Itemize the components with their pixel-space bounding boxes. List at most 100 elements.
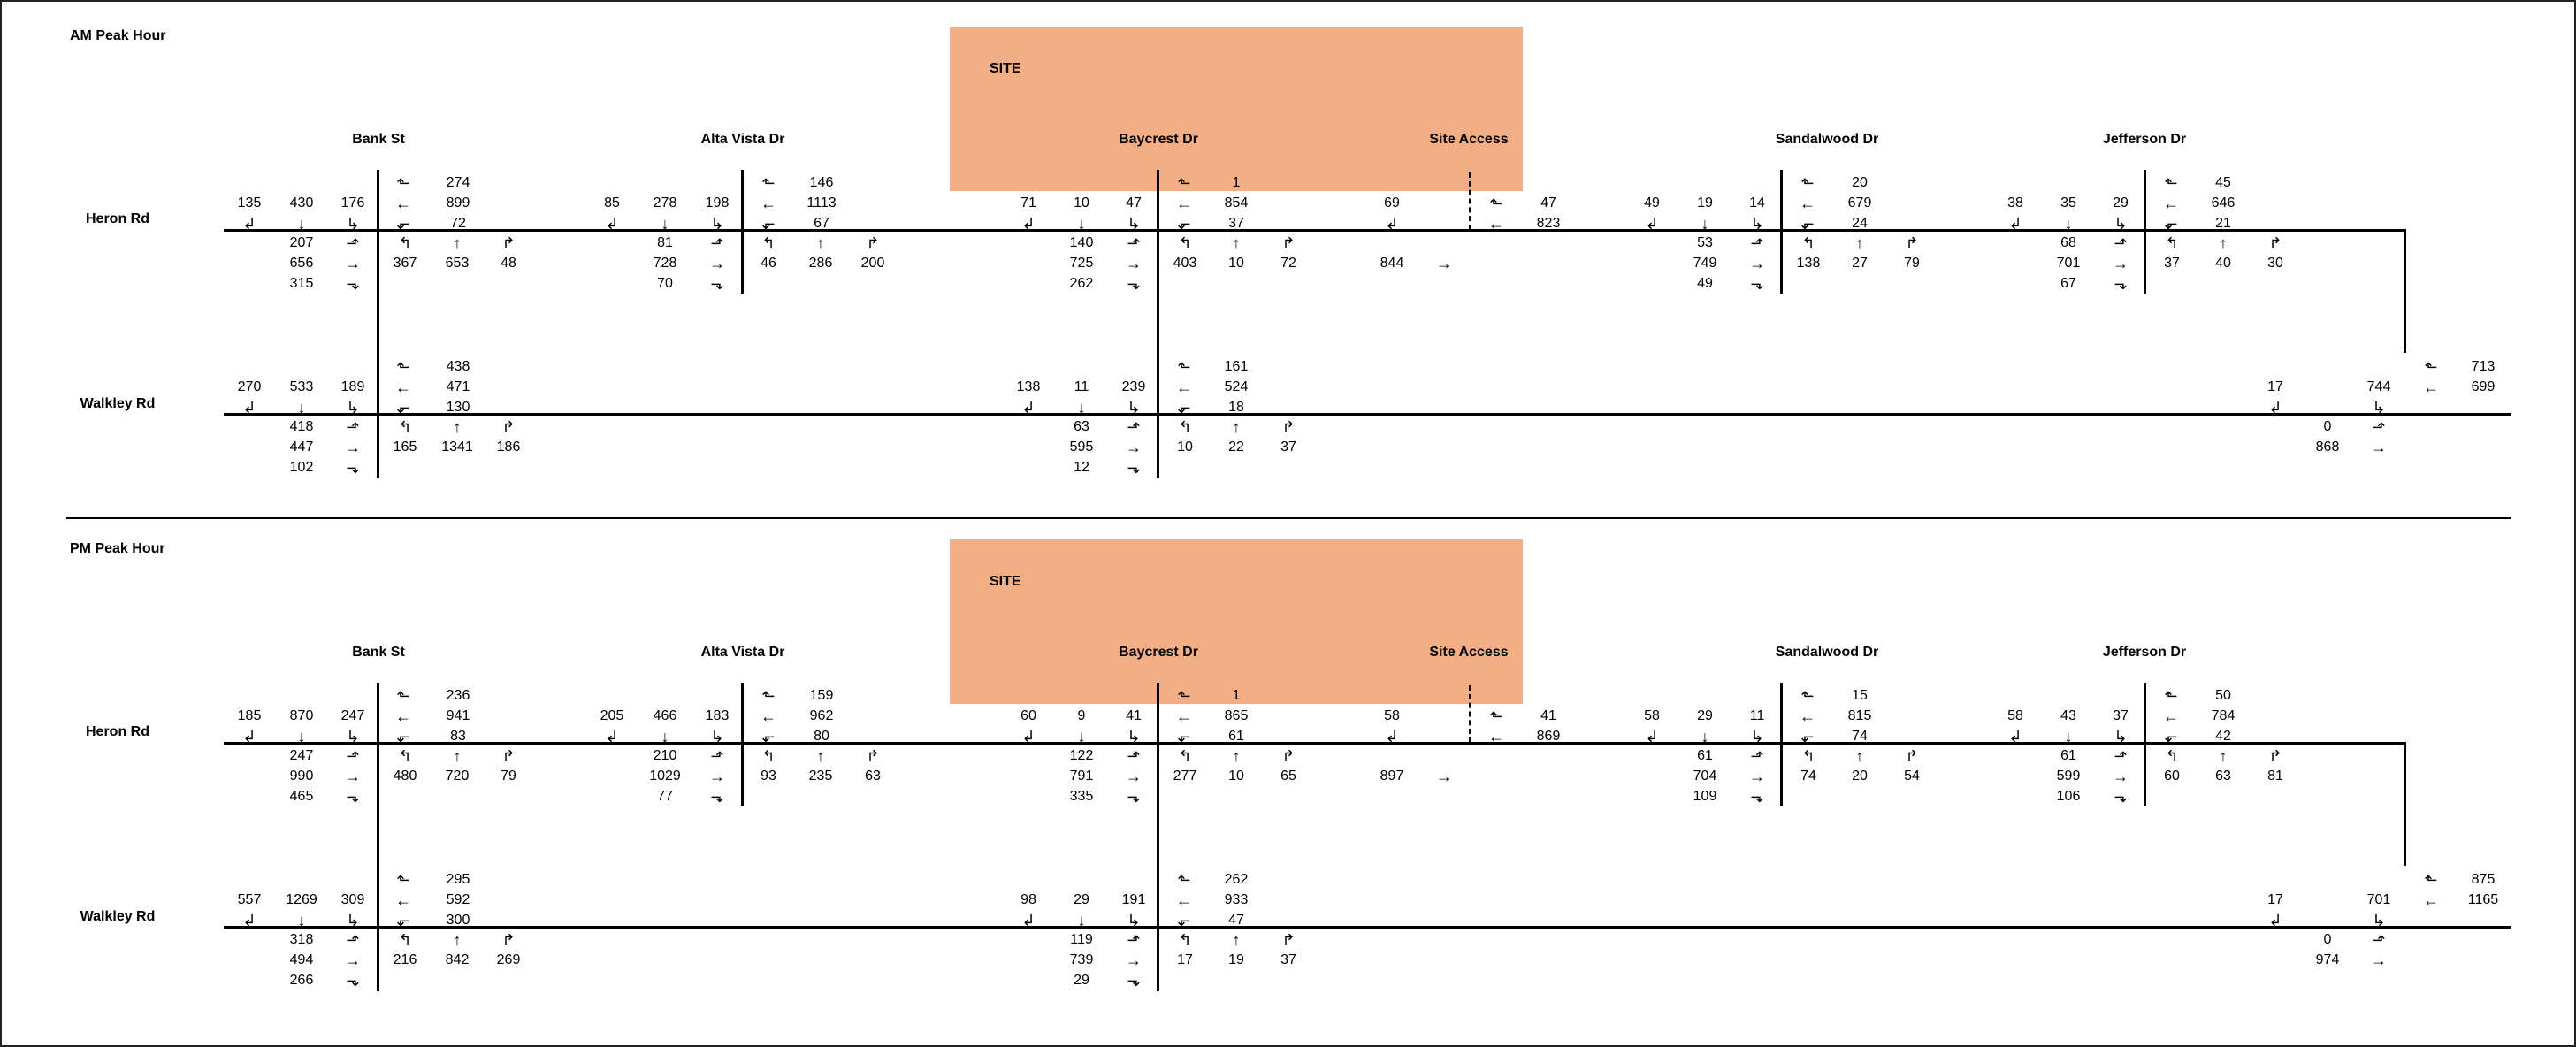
heron-sandalwood-wb-arrow: ← [1800, 707, 1815, 725]
road-label-walkley: Walkley Rd [80, 909, 156, 924]
walkley-bank-wb-arrow: ← [395, 378, 411, 396]
heron-alta-nb-arrow: ↰ [761, 234, 776, 252]
heron-baycrest-sb-vol: 9 [1077, 708, 1086, 723]
heron-site-sb-vol: 58 [1384, 708, 1400, 723]
walkley-bank-nb-vol: 216 [393, 952, 417, 967]
heron-baycrest-wb-arrow: ⬑ [1177, 687, 1191, 705]
walkley-bank-wb-arrow: ⬐ [396, 399, 410, 417]
heron-alta-eb-arrow: ⬏ [710, 747, 724, 765]
walkley-east-wb-arrow: ← [2423, 378, 2439, 396]
heron-baycrest-nb-vol: 10 [1228, 768, 1244, 783]
walkley-baycrest-eb-vol: 119 [1070, 932, 1093, 947]
heron-bank-wb-arrow: ← [395, 195, 411, 212]
heron-site-eb-vol: 897 [1380, 768, 1404, 783]
heron-baycrest-eb-vol: 122 [1069, 748, 1094, 763]
heron-jefferson-nb-vol: 81 [2267, 768, 2283, 783]
heron-sandalwood-eb-vol: 53 [1697, 235, 1713, 250]
heron-jefferson-wb-arrow: ← [2163, 195, 2179, 212]
heron-sandalwood-wb-arrow: ⬐ [1800, 728, 1815, 745]
site-access-line [1469, 172, 1471, 230]
walkley-bank-wb-vol: 438 [446, 359, 470, 374]
heron-site-wb-arrow: ⬑ [1489, 195, 1503, 212]
heron-alta-eb-vol: 70 [657, 276, 673, 291]
street-label-bank: Bank St [352, 645, 405, 660]
heron-sandalwood-sb-vol: 19 [1697, 195, 1713, 210]
heron-sandalwood-nb-arrow: ↑ [1855, 234, 1864, 252]
walkley-bank-eb-arrow: ⬏ [346, 931, 360, 949]
walkley-bank-sb-vol: 189 [340, 379, 365, 394]
walkley-east-sb-vol: 744 [2366, 379, 2391, 394]
heron-baycrest-nb-vol: 65 [1280, 768, 1296, 783]
heron-alta-eb-arrow: → [709, 255, 725, 272]
walkley-bank-nb-arrow: ↱ [501, 418, 516, 436]
heron-baycrest-eb-arrow: ⬎ [1127, 275, 1141, 293]
heron-bank-wb-vol: 236 [446, 688, 470, 703]
heron-alta-sb-arrow: ↳ [710, 728, 724, 745]
heron-sandalwood-nb-arrow: ↰ [1801, 234, 1815, 252]
heron-alta-sb-vol: 466 [653, 708, 677, 723]
walkley-baycrest-nb-arrow: ↑ [1232, 931, 1241, 949]
walkley-bank-wb-arrow: ⬑ [396, 871, 410, 889]
street-label-alta-vista: Alta Vista Dr [700, 645, 785, 660]
heron-alta-sb-vol: 205 [600, 708, 624, 723]
walkley-east-eb-arrow: → [2371, 439, 2387, 456]
heron-site-wb-vol: 823 [1536, 216, 1561, 231]
heron-baycrest-eb-arrow: ⬏ [1127, 747, 1141, 765]
walkley-bank-sb-vol: 309 [340, 892, 365, 907]
heron-jefferson-eb-vol: 67 [2060, 276, 2076, 291]
heron-jefferson-sb-vol: 29 [2113, 195, 2129, 210]
heron-baycrest-nb-arrow: ↰ [1178, 234, 1192, 252]
heron-site-wb-vol: 869 [1536, 729, 1561, 744]
walkley-east-wb-arrow: ⬑ [2424, 871, 2438, 889]
walkley-baycrest-sb-arrow: ↳ [1127, 399, 1141, 417]
heron-alta-eb-vol: 81 [657, 235, 673, 250]
heron-alta-nb-arrow: ↱ [866, 234, 880, 252]
walkley-baycrest-eb-arrow: ⬏ [1127, 931, 1141, 949]
heron-alta-wb-vol: 146 [809, 175, 834, 190]
site-label: SITE [990, 574, 1021, 589]
walkley-bank-nb-arrow: ↰ [398, 931, 412, 949]
jefferson-line [2144, 683, 2146, 806]
heron-sandalwood-eb-vol: 749 [1693, 256, 1717, 271]
heron-bank-nb-arrow: ↰ [398, 234, 412, 252]
walkley-baycrest-nb-arrow: ↰ [1178, 931, 1192, 949]
walkley-baycrest-sb-arrow: ↳ [1127, 912, 1141, 929]
heron-road-east-line [2404, 742, 2406, 866]
heron-bank-wb-vol: 941 [446, 708, 470, 723]
heron-site-wb-vol: 47 [1540, 195, 1556, 210]
walkley-baycrest-wb-arrow: ← [1176, 891, 1192, 909]
heron-sandalwood-wb-vol: 20 [1852, 175, 1868, 190]
heron-sandalwood-eb-vol: 61 [1697, 748, 1713, 763]
heron-sandalwood-sb-vol: 58 [1644, 708, 1660, 723]
heron-baycrest-sb-vol: 47 [1126, 195, 1142, 210]
walkley-baycrest-eb-arrow: ⬏ [1127, 418, 1141, 436]
heron-baycrest-wb-arrow: ← [1176, 707, 1192, 725]
heron-jefferson-eb-vol: 61 [2060, 748, 2076, 763]
heron-bank-sb-arrow: ↓ [297, 215, 306, 233]
heron-jefferson-nb-arrow: ↑ [2219, 234, 2228, 252]
heron-baycrest-eb-arrow: ⬎ [1127, 788, 1141, 806]
walkley-baycrest-wb-vol: 18 [1228, 400, 1244, 415]
heron-baycrest-nb-arrow: ↑ [1232, 747, 1241, 765]
heron-bank-sb-vol: 176 [340, 195, 365, 210]
sandalwood-line [1780, 170, 1783, 294]
heron-jefferson-sb-vol: 37 [2113, 708, 2129, 723]
heron-sandalwood-wb-vol: 15 [1852, 688, 1868, 703]
heron-sandalwood-wb-arrow: ⬐ [1800, 215, 1815, 233]
heron-baycrest-nb-arrow: ↰ [1178, 747, 1192, 765]
heron-baycrest-nb-vol: 403 [1173, 256, 1197, 271]
heron-jefferson-wb-vol: 50 [2215, 688, 2231, 703]
heron-bank-sb-vol: 870 [289, 708, 314, 723]
heron-baycrest-sb-arrow: ↓ [1077, 215, 1086, 233]
heron-bank-sb-arrow: ↓ [297, 728, 306, 745]
heron-bank-wb-arrow: ⬑ [396, 687, 410, 705]
walkley-east-eb-vol: 0 [2323, 932, 2332, 947]
heron-jefferson-nb-vol: 30 [2267, 256, 2283, 271]
walkley-baycrest-eb-arrow: ⬎ [1127, 972, 1141, 990]
heron-site-sb-vol: 69 [1384, 195, 1400, 210]
walkley-east-wb-vol: 875 [2471, 872, 2496, 887]
walkley-baycrest-wb-arrow: ⬐ [1177, 399, 1191, 417]
heron-jefferson-eb-vol: 701 [2056, 256, 2081, 271]
heron-baycrest-sb-vol: 10 [1074, 195, 1089, 210]
heron-sandalwood-eb-vol: 109 [1693, 789, 1717, 804]
